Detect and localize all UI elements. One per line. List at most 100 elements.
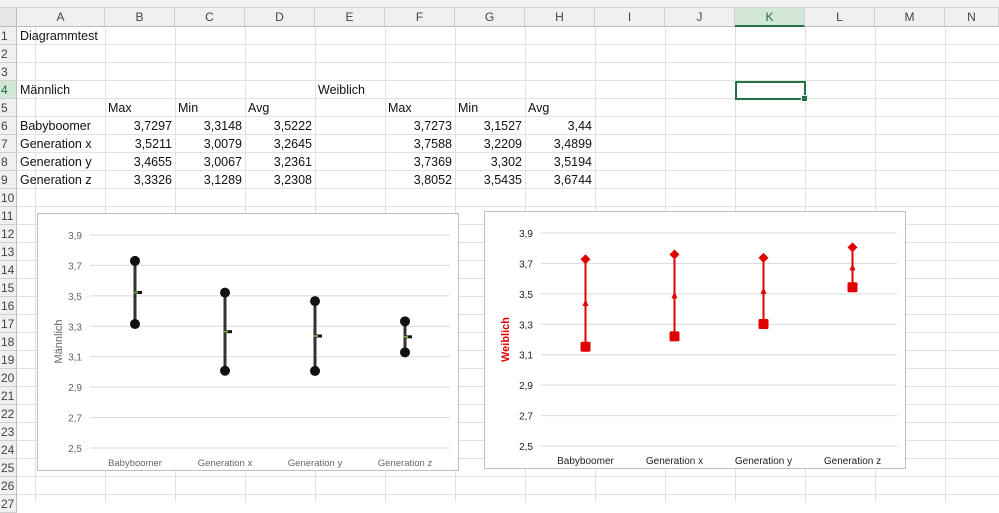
column-header-e[interactable]: E <box>315 8 385 27</box>
cell-a4[interactable]: Männlich <box>20 83 71 97</box>
chart-female[interactable]: 2,5 2,7 2,9 3,1 3,3 3,5 3,7 3,9 Babyboomer Genera… <box>484 211 906 469</box>
row-header-11[interactable]: 11 <box>0 207 17 225</box>
selected-cell-k4[interactable] <box>735 81 808 102</box>
row-header-15[interactable]: 15 <box>0 279 17 297</box>
cell-f5[interactable]: Max <box>388 101 412 115</box>
cell-b5[interactable]: Max <box>108 101 132 115</box>
row-header-21[interactable]: 21 <box>0 387 17 405</box>
avg-marker <box>582 298 589 306</box>
row-header-26[interactable]: 26 <box>0 477 17 495</box>
column-header-n[interactable]: N <box>945 8 999 27</box>
column-header-f[interactable]: F <box>385 8 455 27</box>
row-header-24[interactable]: 24 <box>0 441 17 459</box>
cell-d6[interactable]: 3,5222 <box>273 119 312 133</box>
row-header-20[interactable]: 20 <box>0 369 17 387</box>
cell-b9[interactable]: 3,3326 <box>133 173 172 187</box>
cell-a1[interactable]: Diagrammtest <box>20 29 98 43</box>
row-header-22[interactable]: 22 <box>0 405 17 423</box>
cell-c7[interactable]: 3,0079 <box>203 137 242 151</box>
cell-b8[interactable]: 3,4655 <box>133 155 172 169</box>
cell-g9[interactable]: 3,5435 <box>483 173 522 187</box>
max-marker <box>130 255 140 266</box>
avg-marker-fill <box>314 335 318 338</box>
cell-g6[interactable]: 3,1527 <box>483 119 522 133</box>
cell-a8[interactable]: Generation y <box>20 155 92 169</box>
cell-b6[interactable]: 3,7297 <box>133 119 172 133</box>
ribbon-edge <box>0 0 999 8</box>
avg-marker-fill <box>404 335 408 338</box>
row-header-25[interactable]: 25 <box>0 459 17 477</box>
cell-e4[interactable]: Weiblich <box>318 83 366 97</box>
chart-female-svg: 2,5 2,7 2,9 3,1 3,3 3,5 3,7 3,9 Babyboomer Genera… <box>500 229 897 467</box>
row-header-23[interactable]: 23 <box>0 423 17 441</box>
row-header-5[interactable]: 5 <box>0 99 17 117</box>
row-header-8[interactable]: 8 <box>0 153 17 171</box>
cell-c8[interactable]: 3,0067 <box>203 155 242 169</box>
cell-a9[interactable]: Generation z <box>20 173 92 187</box>
column-header-g[interactable]: G <box>455 8 525 27</box>
y-tick-label: 2,7 <box>68 414 82 425</box>
row-header-17[interactable]: 17 <box>0 315 17 333</box>
cell-d8[interactable]: 3,2361 <box>273 155 312 169</box>
row-header-2[interactable]: 2 <box>0 45 17 63</box>
cell-d7[interactable]: 3,2645 <box>273 137 312 151</box>
cell-h6[interactable]: 3,44 <box>567 119 592 133</box>
cell-d9[interactable]: 3,2308 <box>273 173 312 187</box>
column-header-l[interactable]: L <box>805 8 875 27</box>
cell-a7[interactable]: Generation x <box>20 137 92 151</box>
cell-h7[interactable]: 3,4899 <box>553 137 592 151</box>
column-header-j[interactable]: J <box>665 8 735 27</box>
cell-h5[interactable]: Avg <box>528 101 550 115</box>
cell-b7[interactable]: 3,5211 <box>134 137 172 151</box>
column-header-h[interactable]: H <box>525 8 595 27</box>
avg-marker <box>671 291 678 299</box>
cell-c5[interactable]: Min <box>178 101 199 115</box>
cell-h8[interactable]: 3,5194 <box>553 155 592 169</box>
y-tick-label: 3,3 <box>68 322 82 333</box>
row-header-18[interactable]: 18 <box>0 333 17 351</box>
min-marker <box>220 365 230 376</box>
max-marker <box>310 296 320 307</box>
column-header-c[interactable]: C <box>175 8 245 27</box>
cell-a6[interactable]: Babyboomer <box>20 119 91 133</box>
y-tick-label: 3,1 <box>519 351 533 362</box>
column-header-i[interactable]: I <box>595 8 665 27</box>
cell-g7[interactable]: 3,2209 <box>483 137 522 151</box>
row-header-12[interactable]: 12 <box>0 225 17 243</box>
chart-male[interactable]: 2,5 2,7 2,9 3,1 3,3 3,5 3,7 3,9 Babyboomer Genera… <box>37 213 459 471</box>
row-header-10[interactable]: 10 <box>0 189 17 207</box>
cell-d5[interactable]: Avg <box>248 101 270 115</box>
row-header-9[interactable]: 9 <box>0 171 17 189</box>
y-tick-label: 3,1 <box>68 353 82 364</box>
row-header-16[interactable]: 16 <box>0 297 17 315</box>
min-marker <box>847 282 858 293</box>
y-tick-label: 3,7 <box>68 261 82 272</box>
row-header-7[interactable]: 7 <box>0 135 17 153</box>
cell-g8[interactable]: 3,302 <box>490 155 522 169</box>
column-header-m[interactable]: M <box>875 8 945 27</box>
row-header-1[interactable]: 1 <box>0 27 17 45</box>
select-all-corner[interactable] <box>0 8 17 27</box>
row-header-6[interactable]: 6 <box>0 117 17 135</box>
max-marker <box>400 316 410 327</box>
row-header-14[interactable]: 14 <box>0 261 17 279</box>
y-tick-label: 2,5 <box>68 444 82 455</box>
cell-g5[interactable]: Min <box>458 101 479 115</box>
row-header-13[interactable]: 13 <box>0 243 17 261</box>
cell-f7[interactable]: 3,7588 <box>413 137 452 151</box>
cell-f8[interactable]: 3,7369 <box>413 155 452 169</box>
cell-c9[interactable]: 3,1289 <box>203 173 242 187</box>
row-header-3[interactable]: 3 <box>0 63 17 81</box>
cell-c6[interactable]: 3,3148 <box>203 119 242 133</box>
row-header-4[interactable]: 4 <box>0 81 17 99</box>
column-header-d[interactable]: D <box>245 8 315 27</box>
column-header-b[interactable]: B <box>105 8 175 27</box>
row-header-19[interactable]: 19 <box>0 351 17 369</box>
column-header-a[interactable]: A <box>17 8 105 27</box>
cell-h9[interactable]: 3,6744 <box>553 173 592 187</box>
column-header-k[interactable]: K <box>735 8 805 27</box>
cell-f6[interactable]: 3,7273 <box>413 119 452 133</box>
row-header-27[interactable]: 27 <box>0 495 17 513</box>
cell-f9[interactable]: 3,8052 <box>413 173 452 187</box>
min-marker <box>310 365 320 376</box>
